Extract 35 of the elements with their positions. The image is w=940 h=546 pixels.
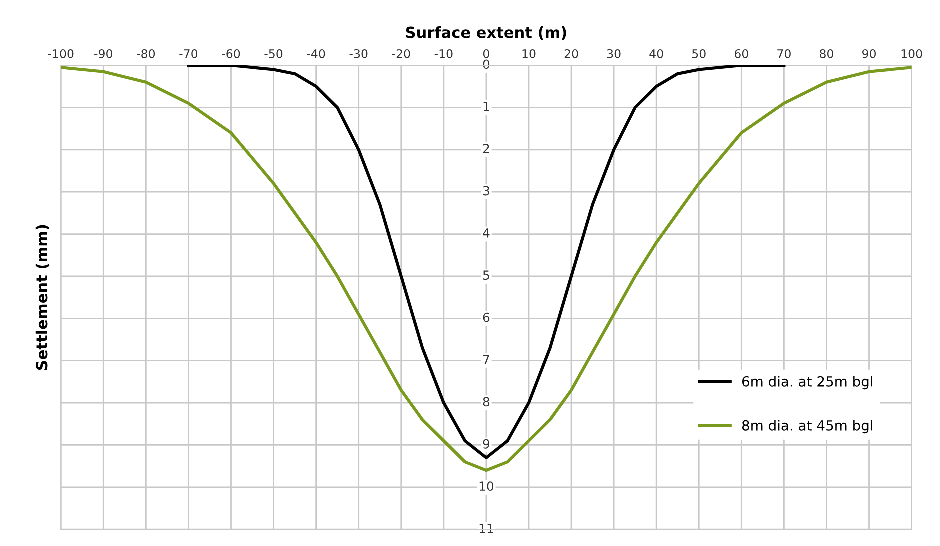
legend-label: 8m dia. at 45m bgl xyxy=(742,420,872,434)
y-tick-label: 8 xyxy=(483,397,490,407)
legend-label: 6m dia. at 25m bgl xyxy=(742,376,872,390)
y-tick-label: 5 xyxy=(483,270,490,280)
y-tick-label: 2 xyxy=(483,144,490,154)
y-tick-label: 10 xyxy=(480,482,494,492)
x-tick-label: -70 xyxy=(180,49,198,58)
y-axis-title: Settlement (mm) xyxy=(36,225,50,370)
x-tick-label: 90 xyxy=(862,49,876,58)
y-tick-label: 11 xyxy=(480,524,494,534)
x-tick-label: 70 xyxy=(778,49,791,58)
x-tick-label: -10 xyxy=(434,49,453,58)
x-tick-label: 30 xyxy=(607,49,621,58)
x-tick-label: -90 xyxy=(94,49,112,58)
x-tick-label: 60 xyxy=(734,49,748,58)
x-tick-label: -20 xyxy=(392,49,410,58)
x-tick-label: 100 xyxy=(902,49,922,58)
y-tick-label: 6 xyxy=(483,312,490,322)
x-tick-label: -30 xyxy=(350,49,368,58)
y-tick-label: 7 xyxy=(484,355,490,364)
x-tick-label: 40 xyxy=(650,49,664,58)
x-tick-label: -60 xyxy=(222,49,240,58)
x-axis-title: Surface extent (m) xyxy=(406,26,566,40)
y-tick-label: 4 xyxy=(483,228,490,238)
x-tick-label: -50 xyxy=(264,49,283,58)
x-tick-label: -40 xyxy=(307,49,326,58)
x-tick-label: -100 xyxy=(48,49,74,58)
x-tick-label: 80 xyxy=(820,49,834,58)
x-tick-label: -80 xyxy=(137,49,156,58)
x-tick-label: 20 xyxy=(564,49,578,58)
y-tick-label: 3 xyxy=(483,186,490,196)
x-tick-label: 10 xyxy=(522,49,536,58)
y-tick-label: 9 xyxy=(483,439,490,449)
x-tick-label: 50 xyxy=(692,49,706,58)
y-tick-label: 1 xyxy=(484,102,490,112)
